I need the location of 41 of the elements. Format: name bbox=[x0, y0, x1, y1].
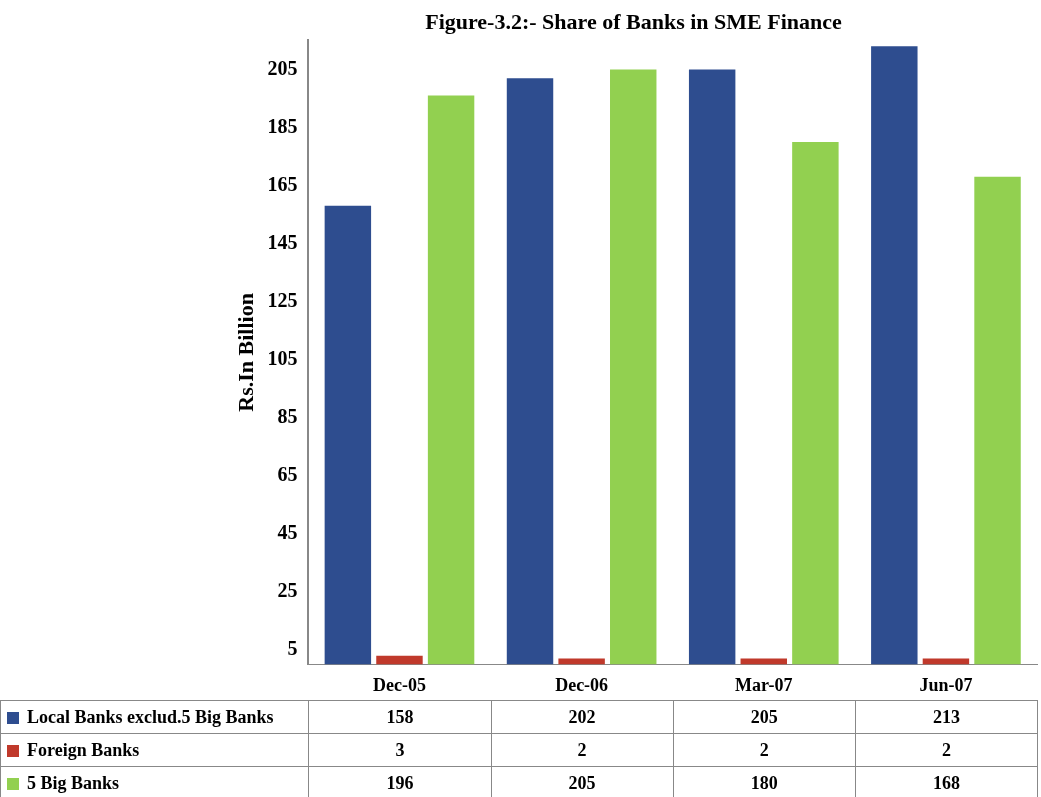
data-label: 2 bbox=[673, 733, 856, 767]
y-tick-label: 45 bbox=[277, 520, 298, 543]
x-tick-label: Mar-07 bbox=[735, 674, 793, 695]
y-tick-label: 5 bbox=[287, 637, 298, 660]
legend-label: Local Banks exclud.5 Big Banks bbox=[0, 700, 309, 734]
legend-label: 5 Big Banks bbox=[0, 766, 309, 797]
y-tick-label: 85 bbox=[277, 404, 298, 427]
bar bbox=[974, 176, 1021, 665]
bar bbox=[427, 95, 475, 665]
data-label: 158 bbox=[308, 700, 492, 734]
data-label: 205 bbox=[491, 766, 674, 797]
y-tick-label: 185 bbox=[267, 114, 298, 137]
data-label: 3 bbox=[308, 733, 492, 767]
x-tick-label: Dec-06 bbox=[555, 674, 609, 695]
data-label: 196 bbox=[308, 766, 492, 797]
bar bbox=[324, 205, 372, 665]
chart-title: Figure-3.2:- Share of Banks in SME Finance bbox=[425, 8, 843, 34]
data-label: 205 bbox=[673, 700, 856, 734]
bar bbox=[376, 655, 423, 665]
data-label: 2 bbox=[855, 733, 1038, 767]
data-label: 168 bbox=[855, 766, 1038, 797]
y-tick-label: 25 bbox=[277, 579, 298, 602]
y-tick-label: 205 bbox=[267, 56, 298, 79]
data-label: 180 bbox=[673, 766, 856, 797]
data-label: 213 bbox=[855, 700, 1038, 734]
x-tick-label: Jun-07 bbox=[919, 674, 973, 695]
bar bbox=[688, 69, 736, 665]
bar bbox=[871, 46, 918, 665]
y-tick-label: 105 bbox=[267, 346, 298, 369]
bar bbox=[792, 141, 839, 665]
data-label: 2 bbox=[491, 733, 674, 767]
y-axis-title: Rs.In Billion bbox=[232, 293, 258, 412]
x-tick-label: Dec-05 bbox=[372, 674, 426, 695]
y-tick-label: 145 bbox=[267, 230, 298, 253]
bar bbox=[610, 69, 657, 665]
y-tick-label: 165 bbox=[267, 172, 298, 195]
bar bbox=[506, 78, 554, 665]
legend-label: Foreign Banks bbox=[0, 733, 309, 767]
data-label: 202 bbox=[491, 700, 674, 734]
y-tick-label: 125 bbox=[267, 288, 298, 311]
y-tick-label: 65 bbox=[277, 462, 298, 485]
